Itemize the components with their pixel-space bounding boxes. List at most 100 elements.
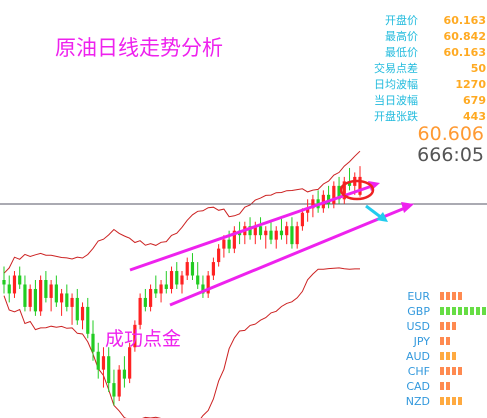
strength-bar — [458, 307, 462, 315]
strength-bar — [446, 397, 450, 405]
candle — [264, 226, 268, 249]
candle — [180, 271, 184, 294]
candle — [148, 284, 153, 312]
strength-bar — [464, 307, 468, 315]
channel-lower-arrowhead — [401, 202, 414, 213]
candle — [185, 257, 189, 280]
candle — [112, 369, 116, 406]
stat-value: 60.163 — [444, 46, 486, 59]
candle — [133, 320, 137, 352]
candle — [122, 356, 127, 388]
candle — [39, 275, 43, 316]
strength-bar — [476, 307, 480, 315]
candle — [190, 253, 195, 280]
strength-bar — [446, 322, 450, 330]
stat-value: 50 — [471, 62, 487, 75]
candle — [295, 221, 299, 249]
candle — [54, 275, 58, 307]
candlestick-series — [2, 166, 362, 406]
strength-bar — [458, 397, 462, 405]
candle — [143, 288, 147, 312]
currency-label: NZD — [406, 395, 430, 408]
candle — [175, 262, 179, 289]
candle — [196, 262, 200, 289]
currency-label: EUR — [407, 290, 430, 303]
candle — [169, 266, 174, 294]
candle — [243, 221, 247, 245]
candle — [232, 226, 236, 254]
strength-bar — [440, 292, 444, 300]
candle — [70, 293, 74, 325]
strength-bar — [440, 307, 444, 315]
strength-bar — [446, 367, 450, 375]
chart-annotation: 成功点金 — [105, 328, 181, 350]
candle — [75, 288, 79, 325]
strength-bar — [440, 367, 444, 375]
candle — [128, 342, 132, 384]
candle — [332, 181, 336, 209]
bollinger-lower-band — [3, 267, 360, 418]
strength-bar — [440, 397, 444, 405]
currency-label: AUD — [406, 350, 430, 363]
stat-value: 443 — [463, 110, 486, 123]
candle — [23, 275, 27, 312]
strength-bar — [470, 307, 474, 315]
candle — [274, 226, 278, 249]
cyan-down-arrow — [365, 204, 388, 222]
upward-channel — [129, 181, 414, 307]
stats-panel: 开盘价 60.163 最高价 60.842 最低价 60.163 交易点差 50 日均波幅 127… — [374, 13, 486, 123]
candle — [326, 185, 331, 209]
strength-bar — [446, 307, 450, 315]
currency-label: USD — [406, 320, 430, 333]
candle — [347, 167, 352, 191]
channel-upper-arrowhead — [368, 181, 380, 191]
strength-bar — [458, 367, 462, 375]
candle — [206, 271, 210, 298]
candle — [211, 257, 216, 280]
currency-label: GBP — [407, 305, 430, 318]
candle — [279, 217, 284, 240]
strength-bar — [440, 352, 444, 360]
candle — [258, 217, 263, 240]
strength-bar — [446, 337, 450, 345]
current-price: 60.606 — [418, 123, 484, 145]
candle — [337, 176, 341, 204]
candle — [7, 275, 11, 303]
candle — [138, 293, 142, 330]
candle — [59, 288, 64, 316]
candle — [91, 320, 95, 361]
stat-label: 交易点差 — [374, 61, 418, 75]
strength-bar — [440, 337, 444, 345]
strength-bar — [452, 352, 456, 360]
candle — [217, 244, 221, 267]
stat-label: 日均波幅 — [374, 78, 418, 91]
strength-bar — [440, 382, 444, 390]
stat-label: 开盘张跌 — [374, 109, 418, 123]
strength-bar — [452, 367, 456, 375]
candle — [201, 275, 205, 298]
candle — [65, 284, 69, 312]
stat-value: 60.842 — [444, 30, 486, 43]
currency-label: CAD — [406, 380, 430, 393]
strength-bar — [452, 322, 456, 330]
strength-bar — [482, 307, 486, 315]
strength-bar — [446, 382, 450, 390]
stat-value: 679 — [463, 94, 486, 107]
candle — [164, 271, 168, 294]
candle — [290, 217, 294, 249]
currency-strength-panel: EUR GBP USD JPY AUD CHF CAD NZD — [406, 290, 486, 408]
candle — [117, 365, 121, 402]
candle — [154, 275, 158, 298]
channel-lower-line — [169, 206, 406, 307]
stat-label: 当日波幅 — [374, 93, 418, 107]
bollinger-bands — [3, 150, 361, 418]
candle — [101, 347, 106, 388]
countdown-timer: 666:05 — [417, 144, 484, 166]
candle — [107, 347, 111, 393]
candle — [86, 297, 90, 339]
chart-title: 原油日线走势分析 — [55, 36, 223, 60]
candle — [306, 199, 310, 222]
bollinger-upper-band — [3, 150, 361, 274]
